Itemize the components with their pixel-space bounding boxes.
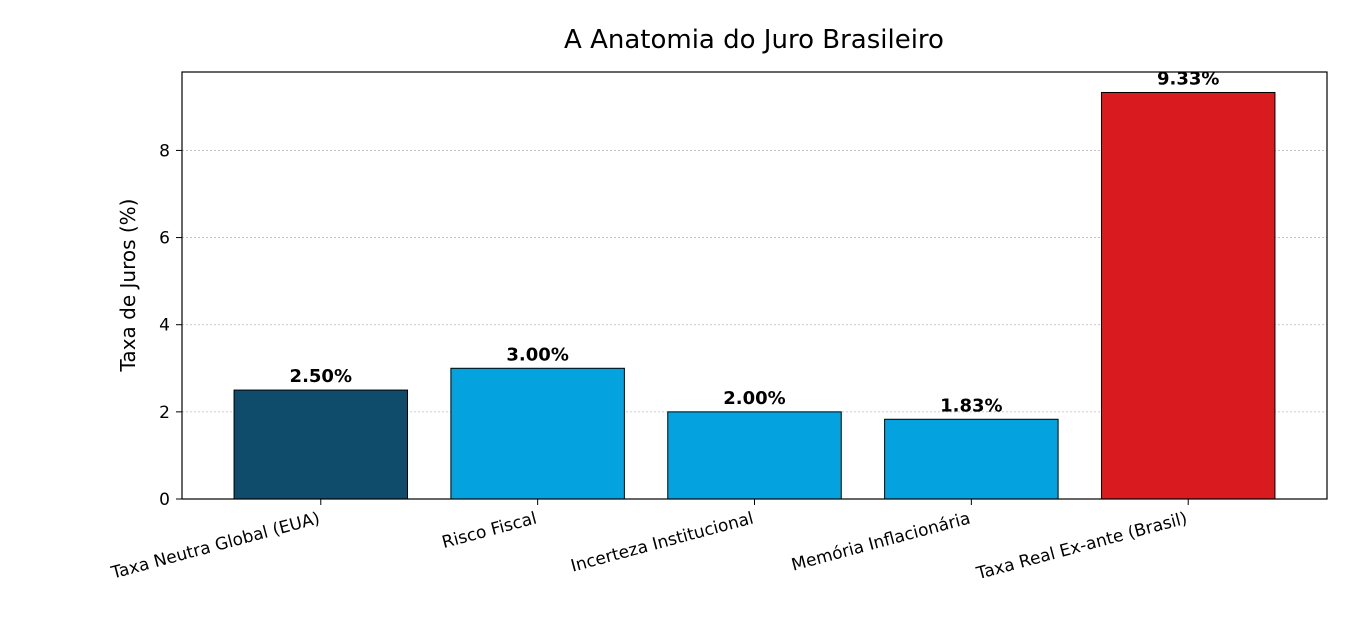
y-tick-label: 0 <box>159 490 170 510</box>
value-label: 1.83% <box>940 395 1002 416</box>
y-tick-label: 4 <box>159 316 170 336</box>
y-tick-label: 2 <box>159 403 170 423</box>
bar <box>450 367 625 500</box>
x-tick-label: Memória Inflacionária <box>789 509 972 576</box>
bar <box>884 418 1059 500</box>
value-label: 2.50% <box>290 366 352 387</box>
x-tick-label: Incerteza Institucional <box>569 509 756 577</box>
bar <box>1100 91 1276 500</box>
y-axis-label: Taxa de Juros (%) <box>116 199 140 373</box>
plot-frame <box>181 71 1328 500</box>
x-tick-label: Taxa Neutra Global (EUA) <box>108 509 322 584</box>
y-tick-label: 6 <box>159 229 170 249</box>
x-tick-label: Risco Fiscal <box>440 509 539 553</box>
chart-title: A Anatomia do Juro Brasileiro <box>564 25 944 55</box>
bar <box>667 411 842 500</box>
value-label: 9.33% <box>1157 68 1219 89</box>
bar <box>233 389 409 500</box>
x-tick-label: Taxa Real Ex-ante (Brasil) <box>974 509 1190 585</box>
value-label: 2.00% <box>723 388 785 409</box>
y-tick-label: 8 <box>159 141 170 161</box>
value-label: 3.00% <box>506 344 568 365</box>
